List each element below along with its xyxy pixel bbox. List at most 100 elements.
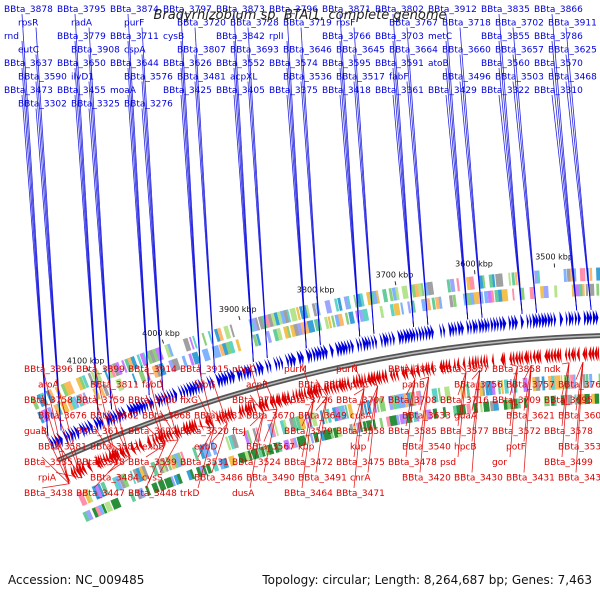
forward-gene-label: BBta_3703 <box>375 32 424 42</box>
reverse-gene-arrow <box>591 346 594 362</box>
reverse-gene-label: kup <box>298 443 315 453</box>
reverse-gene-label: BBta_3499 <box>544 458 593 468</box>
forward-gene-label: BBta_3855 <box>481 32 530 42</box>
reverse-gene-label: psd <box>440 458 456 468</box>
forward-gene-arrow <box>578 310 581 326</box>
feature-ring-outer <box>511 272 515 285</box>
reverse-gene-label: BBta_3709 <box>492 396 541 406</box>
feature-ring-outer <box>382 289 388 302</box>
forward-gene-label: BBta_3591 <box>375 59 424 69</box>
reverse-gene-label: BBta_3695 <box>544 396 593 406</box>
reverse-gene-label: exbD <box>194 443 217 453</box>
forward-gene-label: BBta_3405 <box>216 86 265 96</box>
forward-gene-arrow <box>391 331 395 347</box>
forward-gene-label: BBta_3646 <box>283 46 332 56</box>
forward-gene-label: BBta_3660 <box>442 46 491 56</box>
feature-ring-outer <box>596 268 600 281</box>
forward-gene-label-leader <box>234 95 253 362</box>
feature-ring-outer <box>590 268 593 281</box>
reverse-gene-arrow <box>530 349 532 365</box>
forward-gene-arrow <box>466 320 469 336</box>
genome-title: Bradyrhizobium sp. BTAi1, complete genom… <box>0 8 600 23</box>
feature-ring-outer2 <box>202 348 211 361</box>
reverse-gene-label: BBta_3760 <box>128 396 177 406</box>
forward-gene-label: BBta_3517 <box>336 73 385 83</box>
reverse-gene-label: BBta_3758 <box>24 396 73 406</box>
forward-gene-label: BBta_3626 <box>163 59 212 69</box>
reverse-gene-label: BBta_3759 <box>76 396 125 406</box>
reverse-gene-label: BBta_3585 <box>388 427 437 437</box>
forward-gene-label: BBta_3645 <box>336 46 385 56</box>
forward-gene-label: BBta_3644 <box>110 59 159 69</box>
reverse-gene-label: BBta_3430 <box>454 474 503 484</box>
forward-gene-label: BBta_3590 <box>18 73 67 83</box>
forward-gene-arrow <box>264 359 268 374</box>
reverse-gene-label: BBta_3420 <box>402 474 451 484</box>
reverse-gene-arrow <box>565 347 567 363</box>
reverse-gene-label: BBta_3670 <box>246 412 295 422</box>
forward-gene-label: acpXL <box>230 73 257 83</box>
forward-gene-label: BBta_3481 <box>177 73 226 83</box>
forward-gene-arrow <box>424 325 428 341</box>
feature-ring-outer <box>563 269 566 282</box>
feature-ring-outer2 <box>582 284 585 296</box>
forward-gene-label: BBta_3322 <box>481 86 530 96</box>
feature-ring-inner2 <box>595 394 600 404</box>
reverse-gene-label: BBta_3478 <box>388 458 437 468</box>
reverse-gene-label: BBta_3633 <box>402 412 451 422</box>
feature-ring-outer <box>508 273 511 286</box>
forward-gene-label: BBta_3276 <box>124 100 173 110</box>
forward-gene-label: BBta_3455 <box>57 86 106 96</box>
feature-ring-outer2 <box>400 302 404 314</box>
forward-gene-label: BBta_3595 <box>322 59 371 69</box>
reverse-gene-label-leader <box>420 377 429 379</box>
forward-gene-arrow <box>575 310 578 326</box>
forward-gene-label: BBta_3625 <box>548 46 597 56</box>
forward-gene-arrow <box>370 334 374 350</box>
reverse-gene-label: BBta_3432 <box>558 474 600 484</box>
forward-gene-label: BBta_3496 <box>442 73 491 83</box>
forward-gene-arrow <box>565 311 567 327</box>
forward-gene-arrow <box>508 315 511 331</box>
reverse-gene-arrow <box>550 348 553 364</box>
reverse-gene-label: BBta_3448 <box>128 489 177 499</box>
forward-gene-label: BBta_3325 <box>71 100 120 110</box>
reverse-gene-label: purN <box>336 365 358 375</box>
reverse-gene-label: fabG <box>194 381 215 391</box>
feature-ring-outer <box>515 272 518 285</box>
forward-gene-label: moaA <box>110 86 137 96</box>
reverse-gene-label: BBta_3668 <box>142 412 191 422</box>
reverse-gene-label: purM <box>284 365 307 375</box>
forward-gene-label: BBta_3503 <box>495 73 544 83</box>
feature-ring-outer <box>223 326 231 340</box>
reverse-gene-label: BBta_3662 <box>90 412 139 422</box>
reverse-gene-label: ftsJ <box>232 427 246 437</box>
forward-gene-label: BBta_3574 <box>269 59 318 69</box>
forward-gene-label: metC <box>428 32 452 42</box>
forward-gene-label: BBta_3779 <box>57 32 106 42</box>
reverse-gene-label: cnrA <box>350 474 371 484</box>
reverse-gene-label: BBta_3438 <box>24 489 73 499</box>
forward-gene-label: BBta_3375 <box>269 86 318 96</box>
reverse-gene-label: BBta_3578 <box>544 427 593 437</box>
reverse-gene-label: BBta_3681 <box>194 412 243 422</box>
forward-gene-label: BBta_3766 <box>322 32 371 42</box>
reverse-gene-arrow <box>577 346 580 362</box>
tick-mark <box>395 281 396 285</box>
forward-gene-arrow <box>529 313 532 329</box>
forward-gene-label: BBta_3560 <box>481 59 530 69</box>
forward-gene-arrow <box>493 317 497 333</box>
feature-ring-outer2 <box>543 286 548 298</box>
forward-gene-label: BBta_3786 <box>534 32 583 42</box>
feature-ring-outer <box>580 268 584 281</box>
forward-gene-label: BBta_3711 <box>110 32 159 42</box>
reverse-gene-label: trkD <box>180 489 199 499</box>
reverse-gene-arrow <box>521 350 524 366</box>
tick-label: 3500 kbp <box>535 252 573 261</box>
forward-gene-label: eutC <box>18 46 39 56</box>
forward-gene-arrow <box>469 319 472 335</box>
reverse-gene-label: BBta_3914 <box>128 365 177 375</box>
reverse-gene-label: BBta_3811 <box>90 381 139 391</box>
accession-label: Accession: NC_009485 <box>8 573 144 587</box>
